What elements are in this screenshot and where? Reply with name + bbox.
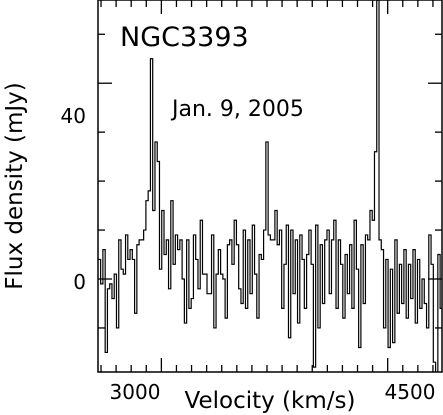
y-tick-label-0: 0: [73, 270, 86, 294]
date-annotation: Jan. 9, 2005: [170, 97, 304, 122]
x-axis-label: Velocity (km/s): [185, 388, 356, 414]
y-tick-label-40: 40: [61, 104, 86, 128]
spectrum-series-0: [98, 0, 442, 372]
x-tick-label-3000: 3000: [110, 380, 161, 404]
y-axis-label: Flux density (mJy): [2, 82, 28, 290]
x-tick-label-4500: 4500: [385, 380, 436, 404]
chart-title: NGC3393: [120, 22, 249, 53]
plot-frame: [97, 0, 443, 373]
